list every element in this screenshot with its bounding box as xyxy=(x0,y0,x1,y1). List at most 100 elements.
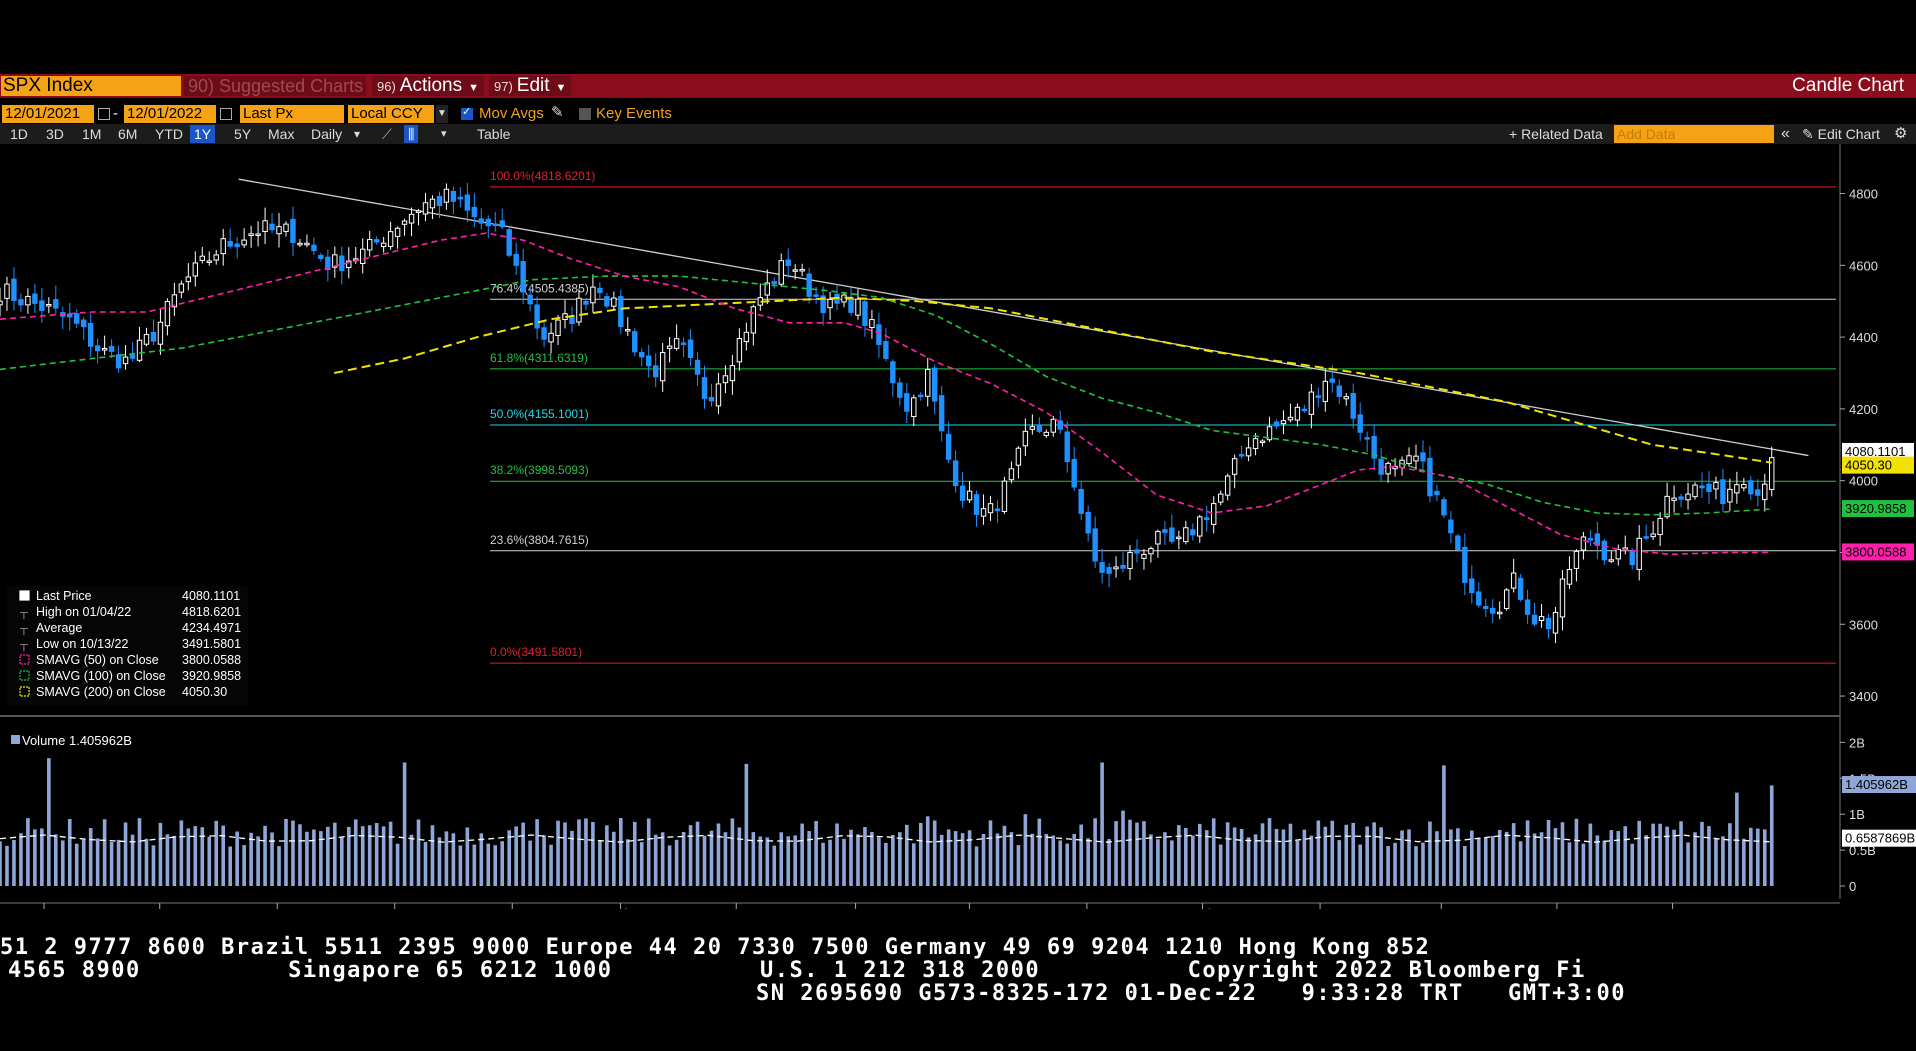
line-chart-icon[interactable]: ⟋ xyxy=(382,126,392,142)
candle-body xyxy=(708,396,715,402)
candle-chart-icon[interactable]: ⫼ xyxy=(404,125,419,143)
volume-bar xyxy=(1093,818,1097,886)
ticker-field[interactable]: SPX Index xyxy=(1,76,181,96)
candle-body xyxy=(87,322,94,347)
candle-body xyxy=(248,233,254,237)
table-button[interactable]: Table xyxy=(477,126,511,142)
legend-marker: ┬ xyxy=(19,639,28,652)
volume-bar xyxy=(172,835,177,886)
currency-selector[interactable]: Local CCY xyxy=(348,105,434,123)
period-1d-button[interactable]: 1D xyxy=(10,126,28,142)
field-selector[interactable]: Last Px xyxy=(240,105,344,123)
volume-bar xyxy=(1009,832,1014,886)
candle-body xyxy=(1713,482,1719,490)
chevron-down-icon[interactable]: ▾ xyxy=(354,127,361,141)
volume-tick-label: 0.5B xyxy=(1849,843,1876,858)
sma-100-line xyxy=(0,275,1772,516)
actions-label: Actions xyxy=(399,75,463,96)
contact-ticker-line-2: 4565 8900 Singapore 65 6212 1000 U.S. 1 … xyxy=(8,958,1586,983)
edit-label: Edit xyxy=(516,75,550,96)
candle-body xyxy=(611,297,617,307)
volume-bar xyxy=(981,834,986,886)
month-label: Jan xyxy=(502,906,523,909)
volume-bar xyxy=(1260,823,1265,886)
end-date-field[interactable]: 12/01/2022 xyxy=(124,105,216,123)
volume-bar xyxy=(1274,829,1279,886)
chevron-down-icon: ▼ xyxy=(468,82,479,94)
candle-body xyxy=(722,375,729,384)
period-6m-button[interactable]: 6M xyxy=(118,126,138,142)
candle-body xyxy=(1064,431,1070,463)
volume-bar xyxy=(305,831,309,886)
collapse-icon[interactable]: « xyxy=(1781,125,1790,142)
candle-body xyxy=(1699,485,1705,489)
candle-body xyxy=(1224,475,1231,496)
volume-bar xyxy=(1714,838,1718,886)
volume-bar xyxy=(1476,838,1481,886)
volume-bar xyxy=(1086,838,1090,886)
candle-body xyxy=(1036,424,1043,432)
edit-menu[interactable]: 97) Edit ▼ xyxy=(489,75,572,96)
calendar-icon[interactable] xyxy=(220,108,232,120)
frequency-selector[interactable]: Daily xyxy=(311,126,343,142)
chevron-down-icon[interactable]: ▼ xyxy=(436,105,448,123)
candle-body xyxy=(925,369,931,397)
period-3d-button[interactable]: 3D xyxy=(46,126,64,142)
candle-body xyxy=(1231,458,1238,475)
volume-bar xyxy=(1351,822,1356,886)
mov-avgs-checkbox[interactable]: ✓ xyxy=(461,106,473,120)
candle-body xyxy=(192,262,199,277)
calendar-icon[interactable] xyxy=(98,108,110,120)
pencil-icon[interactable]: ✎ xyxy=(551,104,564,121)
key-events-checkbox[interactable] xyxy=(579,108,591,120)
volume-bar xyxy=(1755,828,1760,886)
candle-body xyxy=(1343,396,1349,400)
volume-bar xyxy=(242,845,246,886)
period-ytd-button[interactable]: YTD xyxy=(155,126,183,142)
candle-body xyxy=(1245,447,1252,457)
add-data-input[interactable]: Add Data xyxy=(1614,125,1774,143)
candle-body xyxy=(25,295,31,306)
edit-chart-button[interactable]: ✎ Edit Chart xyxy=(1798,125,1884,143)
period-1m-button[interactable]: 1M xyxy=(82,126,102,142)
start-date-field[interactable]: 12/01/2021 xyxy=(2,105,94,123)
volume-bar xyxy=(779,832,784,886)
candle-body xyxy=(911,397,917,417)
candle-body xyxy=(360,248,366,264)
volume-bar xyxy=(1100,762,1104,886)
volume-bar xyxy=(681,831,686,886)
volume-bar xyxy=(849,829,853,886)
session-info-line: SN 2695690 G573-8325-172 01-Dec-22 9:33:… xyxy=(756,981,1626,1006)
volume-bar xyxy=(856,834,860,886)
candle-body xyxy=(220,238,226,255)
price-tag xyxy=(1842,543,1914,561)
suggested-charts-button[interactable]: 90) Suggested Charts xyxy=(184,76,366,96)
volume-tag-label: 0.6587869B xyxy=(1845,831,1915,846)
candle-body xyxy=(1308,391,1315,415)
edit-chart-label: Edit Chart xyxy=(1817,126,1880,142)
candle-body xyxy=(883,341,889,359)
candle-body xyxy=(1434,490,1440,496)
chevron-down-icon[interactable]: ▾ xyxy=(441,128,447,140)
legend-value: 3491.5801 xyxy=(182,637,241,651)
volume-bar xyxy=(214,820,219,886)
candle-body xyxy=(1022,430,1029,447)
key-events-label[interactable]: Key Events xyxy=(596,105,672,122)
candle-body xyxy=(639,351,645,358)
mov-avgs-label[interactable]: Mov Avgs xyxy=(479,105,544,122)
candle-body xyxy=(778,260,784,285)
actions-menu[interactable]: 96) Actions ▼ xyxy=(372,76,484,96)
period-5y-button[interactable]: 5Y xyxy=(234,126,252,142)
candle-body xyxy=(457,196,464,200)
volume-bar xyxy=(619,818,623,886)
candle-body xyxy=(590,286,596,304)
gear-icon[interactable]: ⚙ xyxy=(1894,125,1908,142)
price-tick-label: 3400 xyxy=(1849,689,1878,704)
chart-type-title: Candle Chart xyxy=(1792,75,1904,96)
period-1y-button[interactable]: 1Y xyxy=(190,125,216,143)
period-max-button[interactable]: Max xyxy=(268,126,295,142)
candle-body xyxy=(297,242,303,246)
volume-bar xyxy=(1518,841,1523,886)
related-data-button[interactable]: + Related Data xyxy=(1509,126,1603,142)
volume-bar xyxy=(1616,831,1621,886)
